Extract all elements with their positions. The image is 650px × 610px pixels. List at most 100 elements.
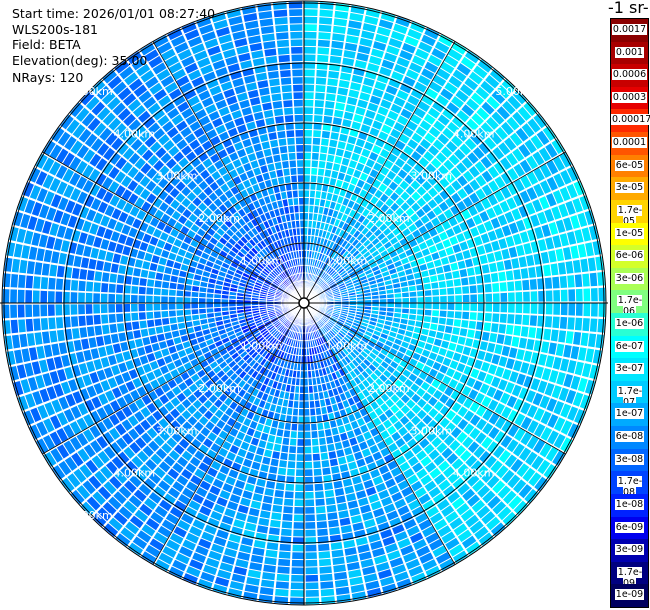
range-gate bbox=[387, 153, 398, 163]
range-gate bbox=[474, 201, 485, 213]
range-gate bbox=[36, 345, 46, 360]
range-gate bbox=[332, 363, 339, 372]
range-gate bbox=[78, 292, 85, 303]
range-gate bbox=[479, 340, 489, 351]
range-gate bbox=[326, 322, 333, 328]
range-gate bbox=[304, 228, 308, 235]
range-gate bbox=[338, 360, 345, 368]
range-gate bbox=[487, 179, 499, 193]
range-gate bbox=[322, 176, 330, 185]
range-gate bbox=[320, 352, 326, 360]
range-gate bbox=[366, 242, 374, 251]
range-gate bbox=[322, 207, 329, 215]
range-gate bbox=[498, 449, 512, 463]
range-gate bbox=[418, 493, 432, 505]
range-gate bbox=[523, 350, 533, 363]
range-gate bbox=[283, 344, 288, 352]
colorbar-level: 0.00017 bbox=[611, 109, 650, 133]
range-gate bbox=[345, 364, 353, 372]
range-gate bbox=[552, 156, 566, 172]
range-gate bbox=[318, 206, 324, 214]
range-gate bbox=[191, 291, 199, 298]
range-gate bbox=[459, 221, 469, 232]
range-gate bbox=[374, 219, 384, 228]
range-gate bbox=[315, 407, 322, 415]
range-gate bbox=[505, 152, 518, 166]
range-gate bbox=[234, 479, 246, 490]
range-gate bbox=[406, 325, 415, 332]
range-gate bbox=[490, 460, 504, 474]
range-gate bbox=[428, 486, 442, 499]
range-gate bbox=[570, 375, 581, 390]
range-gate bbox=[491, 90, 506, 105]
range-gate bbox=[356, 290, 364, 295]
range-gate bbox=[511, 384, 522, 397]
range-gate bbox=[46, 236, 56, 250]
range-gate bbox=[360, 148, 371, 158]
range-gate bbox=[116, 313, 124, 323]
range-gate bbox=[497, 141, 511, 156]
range-gate bbox=[344, 485, 355, 495]
colorbar-title: -1 sr- bbox=[608, 0, 649, 17]
range-gate bbox=[328, 259, 335, 266]
range-gate bbox=[331, 287, 339, 292]
range-gate bbox=[374, 138, 386, 148]
range-gate bbox=[339, 463, 349, 473]
range-gate bbox=[449, 204, 460, 216]
range-gate bbox=[347, 314, 355, 319]
range-gate bbox=[451, 401, 462, 413]
range-gate bbox=[330, 132, 339, 140]
range-gate bbox=[55, 317, 64, 329]
range-gate bbox=[445, 409, 457, 421]
range-gate bbox=[480, 197, 492, 210]
range-gate bbox=[356, 99, 368, 109]
range-gate bbox=[342, 274, 350, 280]
range-gate bbox=[290, 385, 296, 393]
range-gate bbox=[372, 303, 379, 307]
range-gate bbox=[317, 261, 322, 269]
range-gate bbox=[493, 161, 506, 175]
range-gate bbox=[551, 138, 565, 155]
range-gate bbox=[541, 340, 550, 354]
range-gate bbox=[543, 463, 557, 479]
range-gate bbox=[566, 183, 578, 199]
range-gate bbox=[316, 278, 322, 285]
range-gate bbox=[433, 258, 442, 267]
range-gate bbox=[333, 252, 339, 260]
range-gate bbox=[426, 336, 435, 345]
range-gate bbox=[406, 525, 421, 537]
range-gate bbox=[483, 242, 493, 253]
range-gate bbox=[484, 283, 492, 293]
range-gate bbox=[504, 211, 515, 224]
range-gate bbox=[452, 243, 462, 253]
range-gate bbox=[276, 475, 286, 483]
range-gate bbox=[415, 512, 429, 524]
range-gate bbox=[465, 454, 478, 468]
range-gate bbox=[360, 124, 371, 134]
range-gate bbox=[444, 386, 454, 397]
range-gate bbox=[338, 318, 345, 324]
range-gate bbox=[588, 224, 599, 240]
range-gate bbox=[467, 151, 479, 164]
range-gate bbox=[415, 320, 423, 328]
range-gate bbox=[386, 311, 394, 317]
range-gate bbox=[323, 474, 333, 483]
range-gate bbox=[319, 328, 325, 336]
range-gate bbox=[439, 310, 447, 318]
range-gate bbox=[343, 323, 351, 329]
range-gate bbox=[540, 426, 553, 441]
range-gate bbox=[567, 422, 580, 439]
colorbar-level: 0.0001 bbox=[611, 132, 648, 155]
range-gate bbox=[438, 280, 446, 288]
range-gate bbox=[248, 507, 260, 517]
range-gate bbox=[146, 279, 155, 288]
range-gate bbox=[526, 435, 539, 450]
range-gate bbox=[321, 284, 328, 290]
range-gate bbox=[389, 212, 399, 222]
range-gate bbox=[355, 346, 363, 353]
range-gate bbox=[348, 289, 356, 294]
range-gate bbox=[309, 198, 315, 205]
range-gate bbox=[70, 279, 79, 292]
range-gate bbox=[385, 398, 395, 408]
range-gate bbox=[546, 397, 558, 412]
